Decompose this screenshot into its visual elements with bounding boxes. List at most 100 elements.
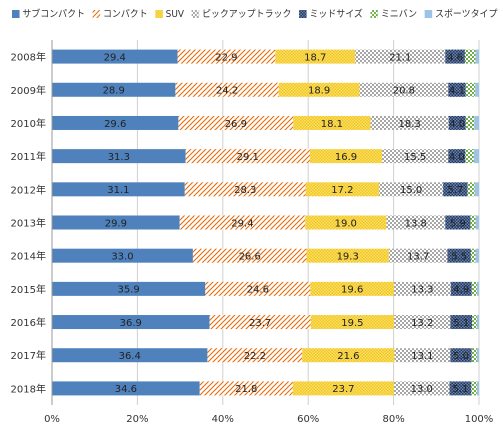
data-label: 19.5 bbox=[341, 318, 363, 329]
bar-segment bbox=[177, 49, 276, 64]
bar-segment bbox=[306, 248, 389, 263]
bar-segment bbox=[470, 248, 476, 263]
data-label: 36.9 bbox=[120, 318, 142, 329]
legend-item: SUV bbox=[155, 9, 185, 20]
category-label: 2013年 bbox=[11, 217, 46, 230]
data-label: 5.7 bbox=[447, 185, 463, 196]
data-label: 19.0 bbox=[335, 218, 357, 229]
x-tick-label: 60% bbox=[297, 414, 319, 425]
legend-swatch bbox=[424, 10, 433, 18]
category-label: 2015年 bbox=[11, 283, 46, 296]
data-label: 21.8 bbox=[235, 384, 257, 395]
data-label: 13.2 bbox=[411, 318, 433, 329]
bar-segment bbox=[475, 248, 479, 263]
data-label: 13.7 bbox=[407, 251, 429, 262]
bar-segment bbox=[394, 348, 451, 363]
bar-segment bbox=[52, 49, 178, 64]
bar-segment bbox=[388, 248, 448, 263]
data-label: 13.0 bbox=[411, 384, 433, 395]
bar-segment bbox=[475, 82, 479, 97]
bar-segment bbox=[379, 182, 444, 197]
bar-segment bbox=[445, 215, 471, 230]
bar-segment bbox=[470, 215, 476, 230]
bar-segment bbox=[394, 381, 450, 396]
bar-segment bbox=[465, 82, 476, 97]
data-label: 13.3 bbox=[411, 285, 433, 296]
data-label: 24.2 bbox=[216, 86, 238, 97]
data-label: 18.1 bbox=[321, 119, 343, 130]
data-label: 35.9 bbox=[118, 285, 140, 296]
bar-segment bbox=[192, 248, 307, 263]
bar-segment bbox=[464, 49, 476, 64]
bar-segment bbox=[309, 149, 383, 164]
legend: サブコンパクト コンパクト SUV ピックアップトラック ミッドサイズ ミニバン スポーツタ… bbox=[12, 8, 498, 20]
data-label: 31.1 bbox=[107, 185, 129, 196]
legend-label: ミッドサイズ bbox=[309, 8, 362, 20]
axes: 0% 20% 40% 60% 80% 100% 2008年 2009年 2010年 2011年 20… bbox=[11, 40, 494, 425]
data-label: 4.0 bbox=[449, 152, 465, 163]
bar-segment bbox=[205, 281, 311, 296]
bar-segment bbox=[52, 348, 208, 363]
bars: 29.4 22.9 18.7 21.1 4.6 28.9 24.2 18.9 20.8 4.1 29… bbox=[52, 49, 479, 396]
bar-segment bbox=[465, 115, 475, 130]
legend-label: スポーツタイプ bbox=[435, 9, 498, 20]
data-label: 29.4 bbox=[231, 218, 253, 229]
bar-segment bbox=[448, 115, 466, 130]
data-label: 5.9 bbox=[450, 218, 466, 229]
legend-label: ピックアップトラック bbox=[202, 9, 291, 20]
data-label: 29.9 bbox=[105, 218, 127, 229]
bar-segment bbox=[278, 82, 360, 97]
legend-item: ピックアップトラック bbox=[191, 9, 291, 20]
data-label: 22.9 bbox=[215, 52, 237, 63]
data-label: 20.8 bbox=[393, 86, 415, 97]
bar-segment bbox=[475, 215, 479, 230]
bar-segment bbox=[179, 215, 306, 230]
bar-segment bbox=[52, 149, 186, 164]
bar-segment bbox=[471, 381, 477, 396]
bar-segment bbox=[52, 281, 206, 296]
data-label: 18.7 bbox=[304, 52, 326, 63]
data-label: 33.0 bbox=[111, 251, 133, 262]
bar-segment bbox=[52, 215, 180, 230]
legend-swatch bbox=[191, 10, 200, 18]
legend-item: スポーツタイプ bbox=[424, 9, 498, 20]
bar-segment bbox=[184, 182, 306, 197]
bar-segment bbox=[52, 82, 176, 97]
data-label: 5.1 bbox=[453, 318, 469, 329]
category-label: 2010年 bbox=[11, 117, 46, 130]
data-label: 21.1 bbox=[389, 52, 411, 63]
data-label: 15.0 bbox=[400, 185, 422, 196]
data-label: 4.1 bbox=[449, 86, 465, 97]
bar-segment bbox=[450, 315, 473, 330]
bar-segment bbox=[443, 182, 468, 197]
legend-swatch bbox=[155, 10, 163, 18]
data-label: 13.1 bbox=[411, 351, 433, 362]
data-label: 4.9 bbox=[453, 285, 469, 296]
data-label: 4.0 bbox=[449, 119, 465, 130]
data-label: 18.3 bbox=[398, 119, 420, 130]
bar-segment bbox=[302, 348, 395, 363]
data-label: 4.6 bbox=[447, 52, 463, 63]
bar-segment bbox=[370, 115, 449, 130]
x-tick-label: 0% bbox=[44, 414, 60, 425]
bar-segment bbox=[310, 281, 395, 296]
bar-segment bbox=[476, 281, 479, 296]
bar-segment bbox=[275, 49, 356, 64]
x-tick-label: 100% bbox=[465, 414, 494, 425]
category-label: 2011年 bbox=[11, 150, 46, 163]
legend-label: SUV bbox=[166, 9, 185, 20]
bar-segment bbox=[448, 149, 466, 164]
bar-segment bbox=[474, 182, 479, 197]
x-tick-label: 20% bbox=[126, 414, 148, 425]
data-label: 15.5 bbox=[404, 152, 426, 163]
bar-segment bbox=[471, 348, 477, 363]
bar-segment bbox=[394, 315, 451, 330]
legend-item: サブコンパクト bbox=[12, 8, 85, 20]
legend-swatch bbox=[299, 10, 307, 18]
legend-swatch bbox=[12, 10, 20, 18]
bar-segment bbox=[52, 315, 210, 330]
bar-segment bbox=[465, 149, 474, 164]
category-label: 2008年 bbox=[11, 51, 46, 64]
bar-segment bbox=[52, 381, 200, 396]
data-label: 18.9 bbox=[308, 86, 330, 97]
